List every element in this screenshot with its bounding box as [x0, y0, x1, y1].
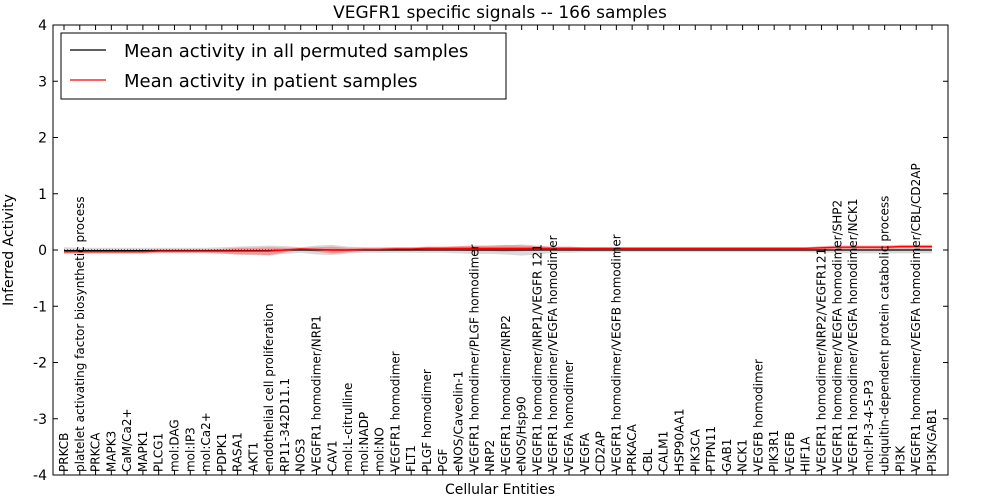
- legend-label-permuted: Mean activity in all permuted samples: [124, 41, 468, 62]
- category-label: PLGF homodimer: [420, 369, 434, 472]
- category-label: PIK3CA: [688, 428, 702, 472]
- category-label: PDPK1: [215, 433, 229, 472]
- y-axis: -4 -3 -2 -1 0 1 2 3 4: [33, 18, 948, 484]
- category-label: FLT1: [404, 445, 418, 472]
- category-label: CBL: [641, 448, 655, 472]
- category-label: CALM1: [657, 431, 671, 472]
- category-label: mol:NO: [373, 427, 387, 472]
- series-line-patient: [64, 245, 932, 253]
- category-label: PRKCB: [57, 433, 71, 472]
- y-tick-label: -4: [33, 468, 47, 484]
- category-label: VEGFA: [578, 432, 592, 472]
- category-label: mol:DAG: [167, 419, 181, 472]
- category-label: VEGFR1 homodimer/VEGFB homodimer: [609, 234, 623, 472]
- category-label: HSP90AA1: [672, 408, 686, 472]
- category-label: VEGFR1 homodimer/NRP1/VEGFR 121: [530, 244, 544, 472]
- category-label: NRP2: [483, 440, 497, 472]
- plot-frame: [52, 24, 949, 476]
- category-label: eNOS/Caveolin-1: [452, 371, 466, 472]
- legend-label-patient: Mean activity in patient samples: [124, 71, 418, 92]
- category-label: RASA1: [231, 432, 245, 472]
- category-label: PI3K/GAB1: [925, 408, 939, 472]
- category-label: PRKCA: [89, 432, 103, 472]
- y-tick-label: 0: [38, 243, 47, 259]
- category-label: CD2AP: [594, 431, 608, 472]
- y-tick-label: -3: [33, 412, 47, 428]
- category-label: VEGFR1 homodimer/NRP1: [310, 315, 324, 472]
- category-label: GAB1: [720, 439, 734, 472]
- y-tick-label: -1: [33, 299, 47, 315]
- legend: Mean activity in all permuted samples Me…: [60, 32, 507, 100]
- category-label: mol:L-citrulline: [341, 383, 355, 472]
- category-label: ubiquitin-dependent protein catabolic pr…: [878, 196, 892, 472]
- category-label: VEGFB homodimer: [751, 359, 765, 472]
- category-label: VEGFR1 homodimer/VEGFA homodimer/SHP2: [830, 200, 844, 472]
- category-label: mol:PI-3-4-5-P3: [862, 380, 876, 472]
- category-label: platelet activating factor biosynthetic …: [73, 196, 87, 472]
- legend-box: [60, 32, 507, 100]
- x-axis-label: Cellular Entities: [445, 482, 555, 498]
- y-tick-label: 3: [38, 74, 47, 90]
- category-label: mol:NADP: [357, 412, 371, 472]
- chart-title: VEGFR1 specific signals -- 166 samples: [333, 3, 667, 23]
- category-label: VEGFR1 homodimer/VEGFA homodimer/CBL/CD2…: [909, 163, 923, 472]
- category-label: VEGFR1 homodimer/PLGF homodimer: [467, 244, 481, 472]
- y-tick-label: 4: [38, 18, 47, 34]
- category-label: VEGFR1 homodimer/VEGFA homodimer: [546, 235, 560, 472]
- series-lines: [64, 245, 932, 253]
- category-label: VEGFA homodimer: [562, 360, 576, 472]
- category-label: VEGFR1 homodimer/NRP2/VEGFR121: [815, 248, 829, 472]
- y-tick-label: -2: [33, 356, 47, 372]
- category-labels: PRKCB platelet activating factor biosynth…: [57, 25, 939, 475]
- category-label: NCK1: [736, 439, 750, 472]
- category-label: CaM/Ca2+: [120, 408, 134, 472]
- category-label: mol:IP3: [183, 427, 197, 472]
- category-label: mol:Ca2+: [199, 412, 213, 472]
- category-label: PI3K: [893, 445, 907, 472]
- category-label: eNOS/Hsp90: [515, 396, 529, 472]
- category-label: MAPK1: [136, 431, 150, 472]
- y-tick-label: 2: [38, 131, 47, 147]
- category-label: MAPK3: [104, 431, 118, 472]
- category-label: VEGFR1 homodimer/VEGFA homodimer/NCK1: [846, 198, 860, 472]
- category-label: CAV1: [325, 440, 339, 472]
- category-label: PTPN11: [704, 426, 718, 472]
- category-label: NOS3: [294, 438, 308, 472]
- category-label: PGF: [436, 448, 450, 472]
- category-label: endothelial cell proliferation: [262, 304, 276, 472]
- category-label: PLCG1: [152, 433, 166, 472]
- category-label: PRKACA: [625, 423, 639, 472]
- y-tick-label: 1: [38, 187, 47, 203]
- category-label: RP11-342D11.1: [278, 378, 292, 472]
- category-label: VEGFB: [783, 432, 797, 472]
- category-label: VEGFR1 homodimer: [388, 351, 402, 472]
- category-label: HIF1A: [799, 436, 813, 472]
- y-axis-label: Inferred Activity: [1, 194, 17, 306]
- category-label: VEGFR1 homodimer/NRP2: [499, 315, 513, 472]
- category-label: PIK3R1: [767, 430, 781, 472]
- category-label: AKT1: [246, 442, 260, 472]
